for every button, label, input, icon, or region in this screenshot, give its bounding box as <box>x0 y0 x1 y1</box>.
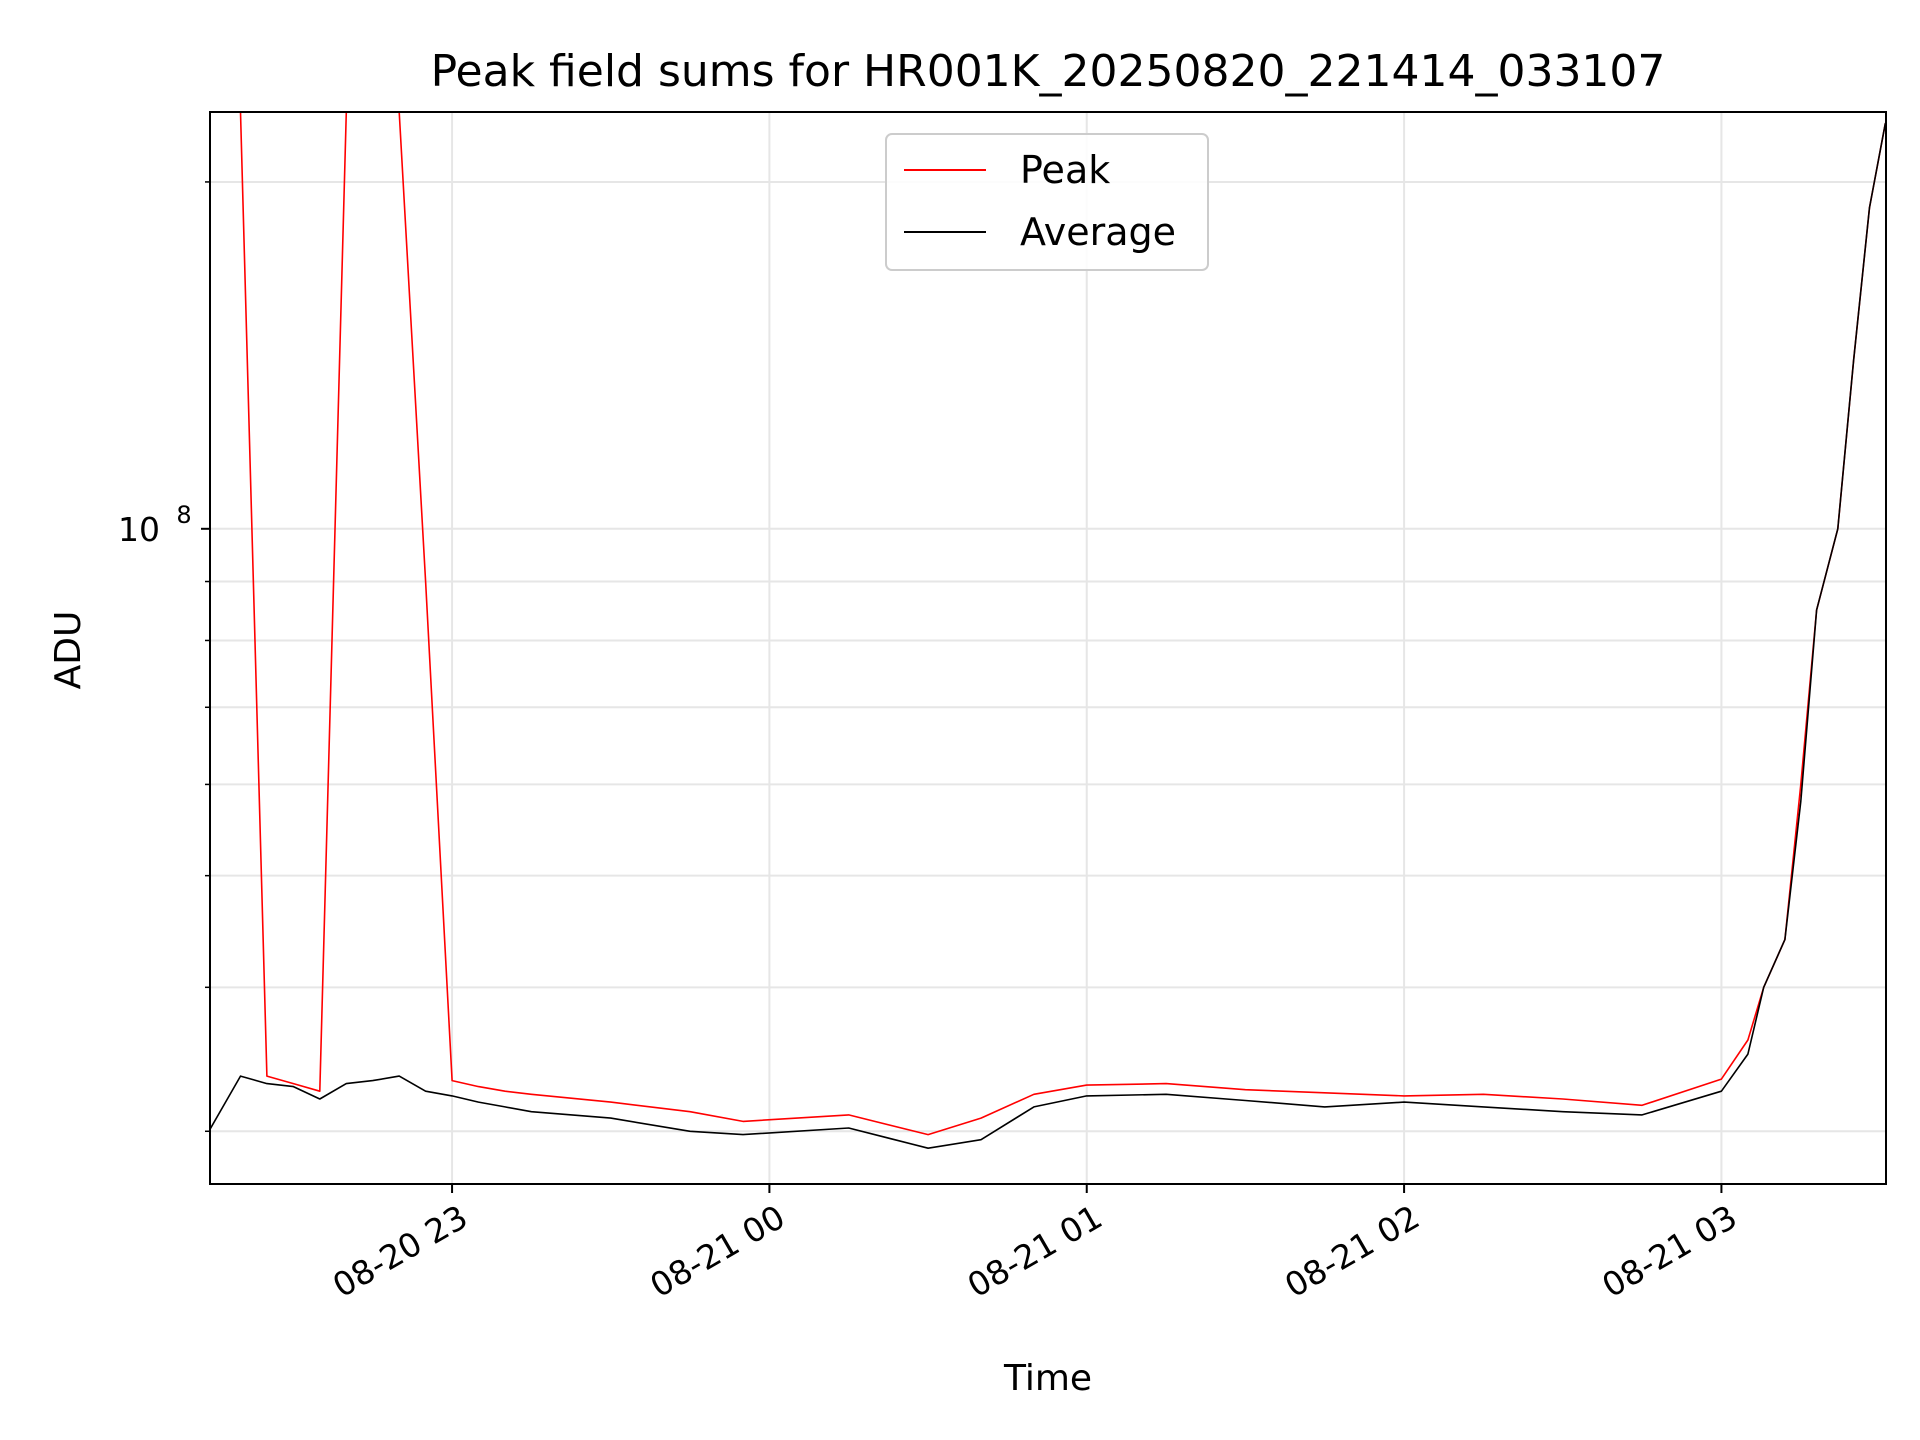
chart-title: Peak field sums for HR001K_20250820_2214… <box>431 46 1666 97</box>
legend: Peak Average <box>885 133 1209 271</box>
legend-label-peak: Peak <box>1020 148 1110 192</box>
plot-series <box>210 112 1886 1149</box>
series-line-average <box>210 122 1886 1149</box>
legend-box <box>885 133 1209 271</box>
x-axis-label: Time <box>1003 1358 1092 1399</box>
legend-label-average: Average <box>1020 210 1176 254</box>
y-axis-label: ADU <box>48 611 89 690</box>
grid <box>210 112 1886 1184</box>
plot-frame <box>209 111 1887 1185</box>
y-tick-label: 10 <box>118 510 160 549</box>
y-tick-label-exponent: 8 <box>176 501 191 529</box>
